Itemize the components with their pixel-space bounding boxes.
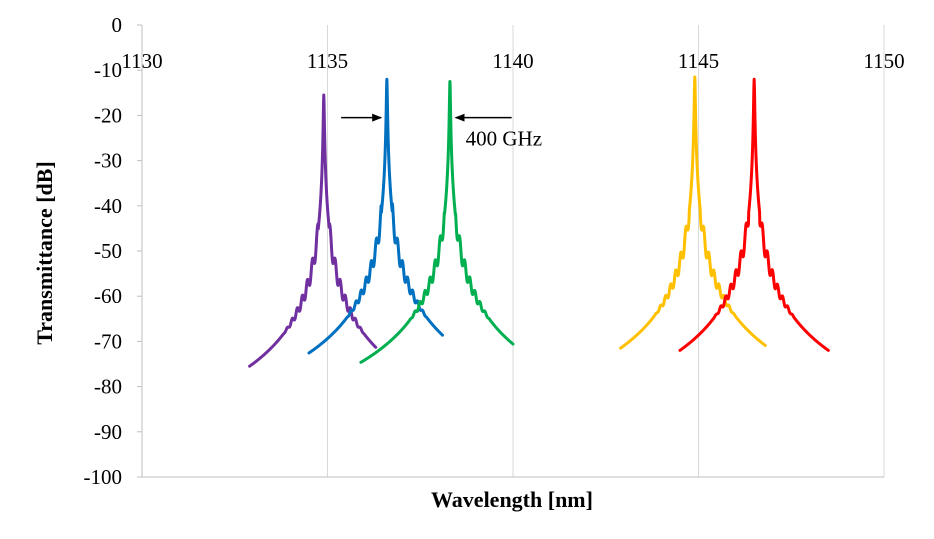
y-tick-label: -100	[84, 465, 123, 489]
y-axis-title: Transmittance [dB]	[32, 161, 57, 345]
x-tick-label: 1150	[863, 49, 904, 73]
x-tick-label: 1135	[307, 49, 348, 73]
series-line	[619, 75, 767, 350]
axes: 1130 1135 1140 1145 11500-10-20-30-40-50-60-…	[84, 13, 905, 489]
y-tick-label: -60	[94, 284, 122, 308]
annotation-label: 400 GHz	[466, 127, 542, 151]
series-line	[307, 77, 445, 355]
x-tick-label: 1140	[492, 49, 533, 73]
series-line	[248, 93, 378, 368]
series-line	[678, 77, 830, 352]
grid-lines	[141, 25, 885, 477]
y-tick-label: -70	[94, 329, 122, 353]
y-tick-label: 0	[112, 13, 123, 37]
annotations: 400 GHz	[341, 113, 542, 151]
y-tick-label: -20	[94, 103, 122, 127]
series-lines	[248, 75, 830, 368]
y-tick-label: -50	[94, 239, 122, 263]
x-tick-label: 1145	[678, 49, 719, 73]
x-axis-title: Wavelength [nm]	[431, 487, 593, 512]
series-line	[359, 80, 515, 364]
y-tick-label: -30	[94, 149, 122, 173]
y-tick-label: -40	[94, 194, 122, 218]
y-tick-label: -10	[94, 58, 122, 82]
y-tick-label: -90	[94, 420, 122, 444]
y-tick-label: -80	[94, 375, 122, 399]
